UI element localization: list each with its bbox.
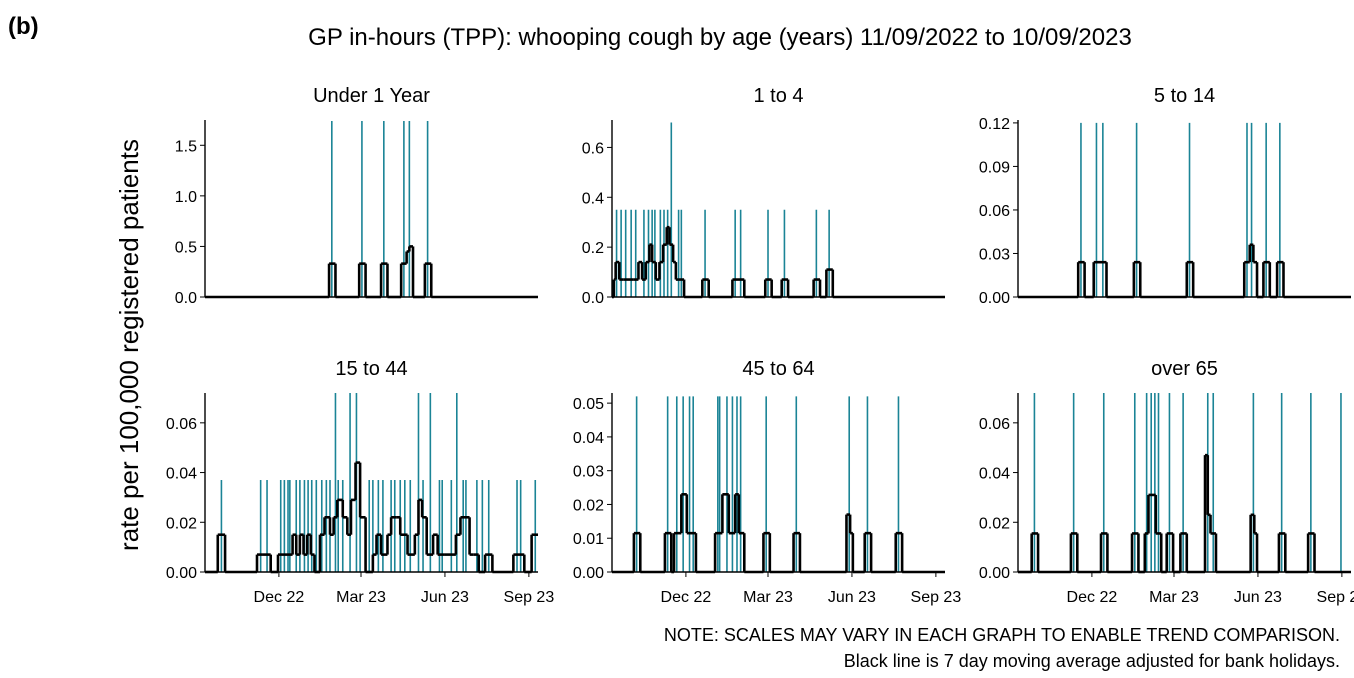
y-tick-label: 1.5 xyxy=(175,138,197,155)
y-tick-label: 0.06 xyxy=(166,416,197,433)
y-tick-label: 0.4 xyxy=(582,190,604,207)
panel-title: Under 1 Year xyxy=(313,85,430,107)
y-tick-label: 0.00 xyxy=(166,565,197,582)
x-tick-label: Dec 22 xyxy=(254,589,305,606)
x-tick-label: Dec 22 xyxy=(661,589,712,606)
y-tick-label: 0.0 xyxy=(175,290,197,307)
x-tick-label: Sep 23 xyxy=(1317,589,1354,606)
y-tick-label: 1.0 xyxy=(175,189,197,206)
y-tick-label: 0.2 xyxy=(582,240,604,257)
y-tick-label: 0.00 xyxy=(979,290,1010,307)
x-tick-label: Sep 23 xyxy=(504,589,555,606)
panel-title: 5 to 14 xyxy=(1154,85,1215,107)
note: Black line is 7 day moving average adjus… xyxy=(844,651,1340,671)
y-tick-label: 0.12 xyxy=(979,116,1010,133)
figure-title: GP in-hours (TPP): whooping cough by age… xyxy=(308,24,1132,51)
panel-title: 45 to 64 xyxy=(742,358,814,380)
y-tick-label: 0.02 xyxy=(979,515,1010,532)
y-tick-label: 0.02 xyxy=(573,497,604,514)
y-tick-label: 0.02 xyxy=(166,515,197,532)
x-tick-label: Sep 23 xyxy=(911,589,962,606)
y-tick-label: 0.06 xyxy=(979,416,1010,433)
y-tick-label: 0.00 xyxy=(979,565,1010,582)
y-tick-label: 0.05 xyxy=(573,396,604,413)
panel-title: 1 to 4 xyxy=(753,85,803,107)
y-tick-label: 0.04 xyxy=(573,430,604,447)
y-tick-label: 0.00 xyxy=(573,565,604,582)
y-tick-label: 0.03 xyxy=(573,464,604,481)
x-tick-label: Mar 23 xyxy=(1149,589,1199,606)
x-tick-label: Jun 23 xyxy=(421,589,469,606)
note: NOTE: SCALES MAY VARY IN EACH GRAPH TO E… xyxy=(664,625,1340,645)
x-tick-label: Mar 23 xyxy=(743,589,793,606)
y-tick-label: 0.06 xyxy=(979,203,1010,220)
y-tick-label: 0.04 xyxy=(979,466,1010,483)
x-tick-label: Jun 23 xyxy=(828,589,876,606)
panel-title: over 65 xyxy=(1151,358,1218,380)
y-tick-label: 0.0 xyxy=(582,290,604,307)
x-tick-label: Jun 23 xyxy=(1234,589,1282,606)
y-tick-label: 0.01 xyxy=(573,531,604,548)
y-tick-label: 0.03 xyxy=(979,246,1010,263)
figure-label: (b) xyxy=(8,13,39,40)
panel-title: 15 to 44 xyxy=(335,358,407,380)
y-axis-label: rate per 100,000 registered patients xyxy=(114,139,144,551)
x-tick-label: Mar 23 xyxy=(336,589,386,606)
y-tick-label: 0.5 xyxy=(175,239,197,256)
y-tick-label: 0.09 xyxy=(979,159,1010,176)
x-tick-label: Dec 22 xyxy=(1067,589,1118,606)
y-tick-label: 0.04 xyxy=(166,466,197,483)
y-tick-label: 0.6 xyxy=(582,140,604,157)
